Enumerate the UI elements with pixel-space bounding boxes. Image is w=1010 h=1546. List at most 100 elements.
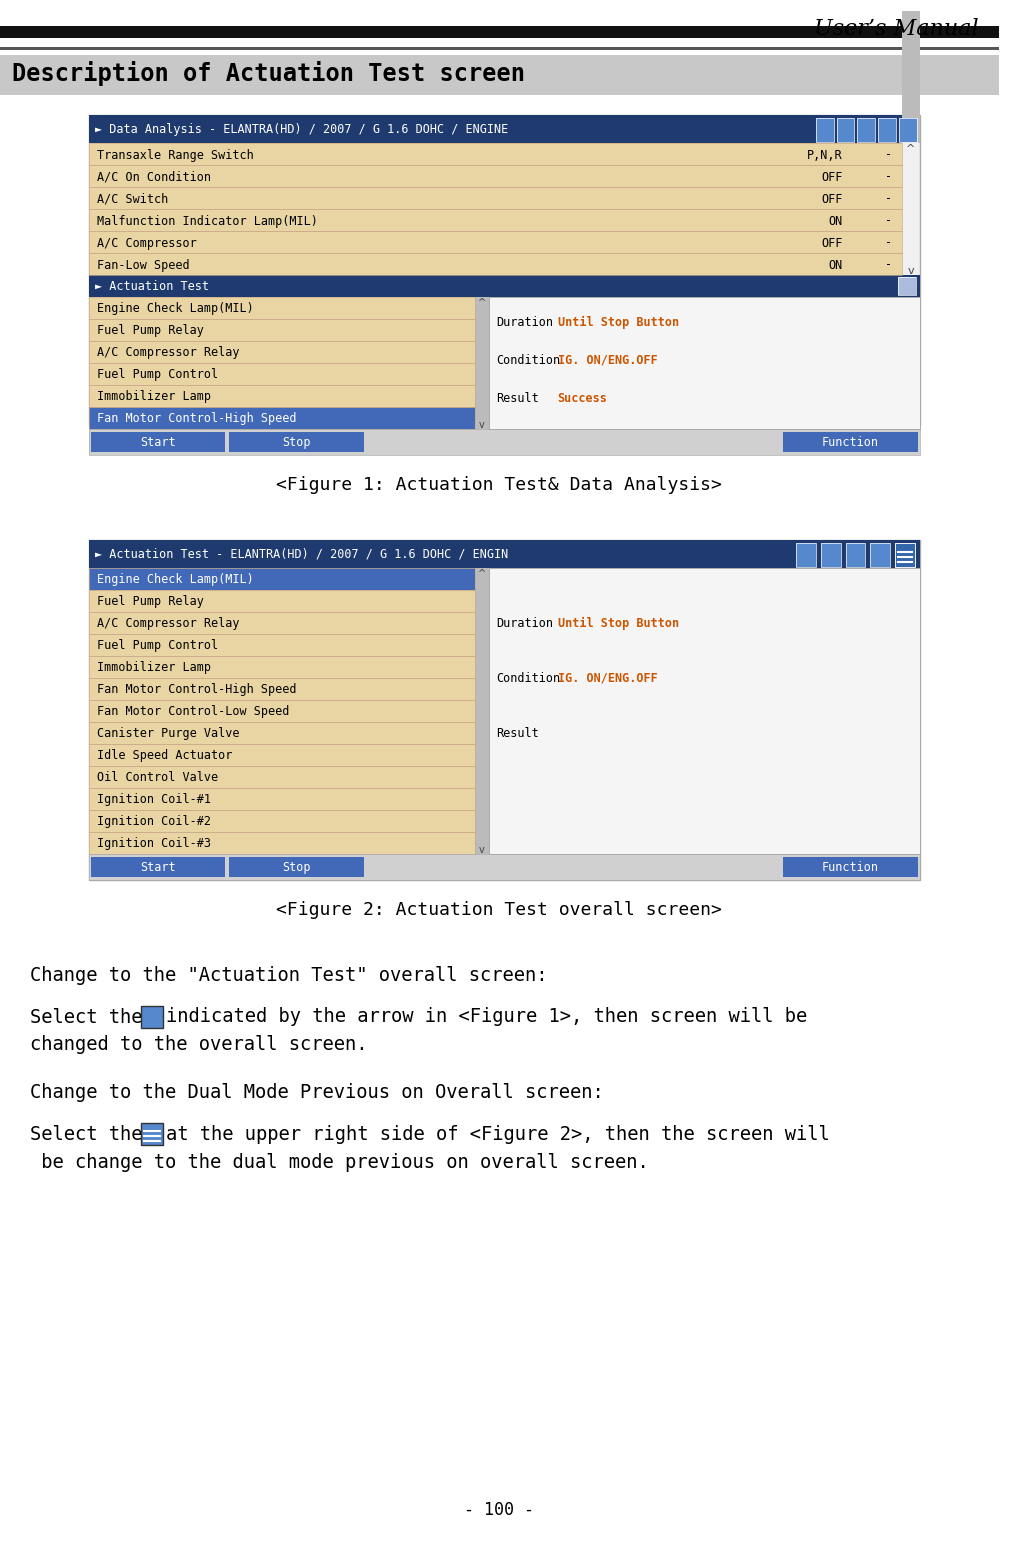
Bar xyxy=(89,142,902,165)
Bar xyxy=(0,46,999,49)
Text: Oil Control Valve: Oil Control Valve xyxy=(97,770,218,784)
Bar xyxy=(89,407,475,428)
Bar xyxy=(89,342,475,363)
Bar xyxy=(91,856,225,877)
Bar xyxy=(898,277,916,295)
Bar xyxy=(898,277,916,295)
Bar xyxy=(141,1006,164,1028)
Bar xyxy=(89,700,475,722)
Text: Change to the "Actuation Test" overall screen:: Change to the "Actuation Test" overall s… xyxy=(29,966,547,985)
Bar xyxy=(89,634,475,656)
Text: Malfunction Indicator Lamp(MIL): Malfunction Indicator Lamp(MIL) xyxy=(97,215,318,227)
Text: -: - xyxy=(885,258,892,272)
Bar xyxy=(902,11,920,142)
Bar xyxy=(89,187,902,209)
Bar xyxy=(89,254,902,275)
Text: Fan Motor Control-High Speed: Fan Motor Control-High Speed xyxy=(97,411,296,425)
Text: A/C Compressor Relay: A/C Compressor Relay xyxy=(97,617,239,629)
Bar xyxy=(89,567,475,591)
Text: Result: Result xyxy=(497,391,539,405)
Text: Change to the Dual Mode Previous on Overall screen:: Change to the Dual Mode Previous on Over… xyxy=(29,1082,603,1101)
Text: Start: Start xyxy=(140,436,176,448)
Bar xyxy=(89,765,475,788)
Bar xyxy=(89,114,920,142)
Bar xyxy=(871,543,890,567)
Bar xyxy=(895,543,915,567)
Text: be change to the dual mode previous on overall screen.: be change to the dual mode previous on o… xyxy=(29,1152,648,1172)
Bar xyxy=(89,540,920,567)
Bar xyxy=(89,385,475,407)
Bar xyxy=(845,543,866,567)
Text: Fuel Pump Control: Fuel Pump Control xyxy=(97,368,218,380)
Bar xyxy=(878,117,896,142)
Text: ► Data Analysis - ELANTRA(HD) / 2007 / G 1.6 DOHC / ENGINE: ► Data Analysis - ELANTRA(HD) / 2007 / G… xyxy=(95,122,508,136)
Text: User’s Manual: User’s Manual xyxy=(814,19,979,40)
Bar xyxy=(836,117,854,142)
Bar xyxy=(89,656,475,679)
Bar xyxy=(89,428,920,455)
Text: Ignition Coil-#3: Ignition Coil-#3 xyxy=(97,836,211,849)
Text: ^: ^ xyxy=(906,144,915,155)
Bar xyxy=(857,117,876,142)
Bar xyxy=(89,275,920,297)
Text: Function: Function xyxy=(822,436,879,448)
Bar xyxy=(816,117,833,142)
Text: Success: Success xyxy=(558,391,608,405)
Text: Immobilizer Lamp: Immobilizer Lamp xyxy=(97,660,211,674)
Text: ^: ^ xyxy=(478,298,486,308)
Text: OFF: OFF xyxy=(821,237,842,249)
Text: -: - xyxy=(885,215,892,227)
Bar xyxy=(89,230,902,254)
Bar xyxy=(89,810,475,832)
Bar xyxy=(895,543,915,567)
Bar xyxy=(89,853,920,880)
Bar xyxy=(821,543,840,567)
Bar xyxy=(91,431,225,451)
Bar xyxy=(89,363,475,385)
Bar xyxy=(89,142,902,165)
Text: Fuel Pump Relay: Fuel Pump Relay xyxy=(97,595,204,608)
Text: Description of Actuation Test screen: Description of Actuation Test screen xyxy=(12,60,525,85)
Text: Condition: Condition xyxy=(497,354,561,366)
Bar xyxy=(89,744,475,765)
Text: Ignition Coil-#1: Ignition Coil-#1 xyxy=(97,793,211,805)
Bar xyxy=(0,56,999,94)
Bar xyxy=(89,722,475,744)
Text: <Figure 2: Actuation Test overall screen>: <Figure 2: Actuation Test overall screen… xyxy=(277,901,722,918)
Bar xyxy=(899,117,917,142)
Text: ^: ^ xyxy=(478,569,486,580)
Bar xyxy=(895,543,915,567)
Bar xyxy=(857,117,876,142)
Bar xyxy=(89,765,475,788)
Text: -: - xyxy=(885,170,892,184)
Text: P,N,R: P,N,R xyxy=(807,148,842,161)
Text: ► Actuation Test - ELANTRA(HD) / 2007 / G 1.6 DOHC / ENGIN: ► Actuation Test - ELANTRA(HD) / 2007 / … xyxy=(95,547,508,561)
Bar xyxy=(89,254,902,275)
Bar xyxy=(89,567,475,591)
Bar xyxy=(89,209,902,230)
Text: Engine Check Lamp(MIL): Engine Check Lamp(MIL) xyxy=(97,572,254,586)
Bar xyxy=(899,117,917,142)
Bar xyxy=(141,1122,164,1146)
Bar xyxy=(89,540,920,880)
Bar xyxy=(89,788,475,810)
Bar xyxy=(89,591,475,612)
Text: Fan Motor Control-Low Speed: Fan Motor Control-Low Speed xyxy=(97,705,289,717)
Bar xyxy=(489,297,920,428)
Bar xyxy=(89,230,902,254)
Text: <Figure 1: Actuation Test& Data Analysis>: <Figure 1: Actuation Test& Data Analysis… xyxy=(277,476,722,495)
Bar xyxy=(489,567,920,853)
Bar xyxy=(89,209,902,230)
Bar xyxy=(895,543,915,567)
Text: at the upper right side of <Figure 2>, then the screen will: at the upper right side of <Figure 2>, t… xyxy=(166,1124,830,1144)
Bar xyxy=(89,187,902,209)
Text: Idle Speed Actuator: Idle Speed Actuator xyxy=(97,748,232,762)
Text: Canister Purge Valve: Canister Purge Valve xyxy=(97,727,239,739)
Bar xyxy=(878,117,896,142)
Bar xyxy=(89,612,475,634)
Text: IG. ON/ENG.OFF: IG. ON/ENG.OFF xyxy=(558,354,658,366)
Bar xyxy=(89,788,475,810)
Bar xyxy=(89,679,475,700)
Text: A/C Compressor: A/C Compressor xyxy=(97,237,197,249)
Bar xyxy=(89,722,475,744)
